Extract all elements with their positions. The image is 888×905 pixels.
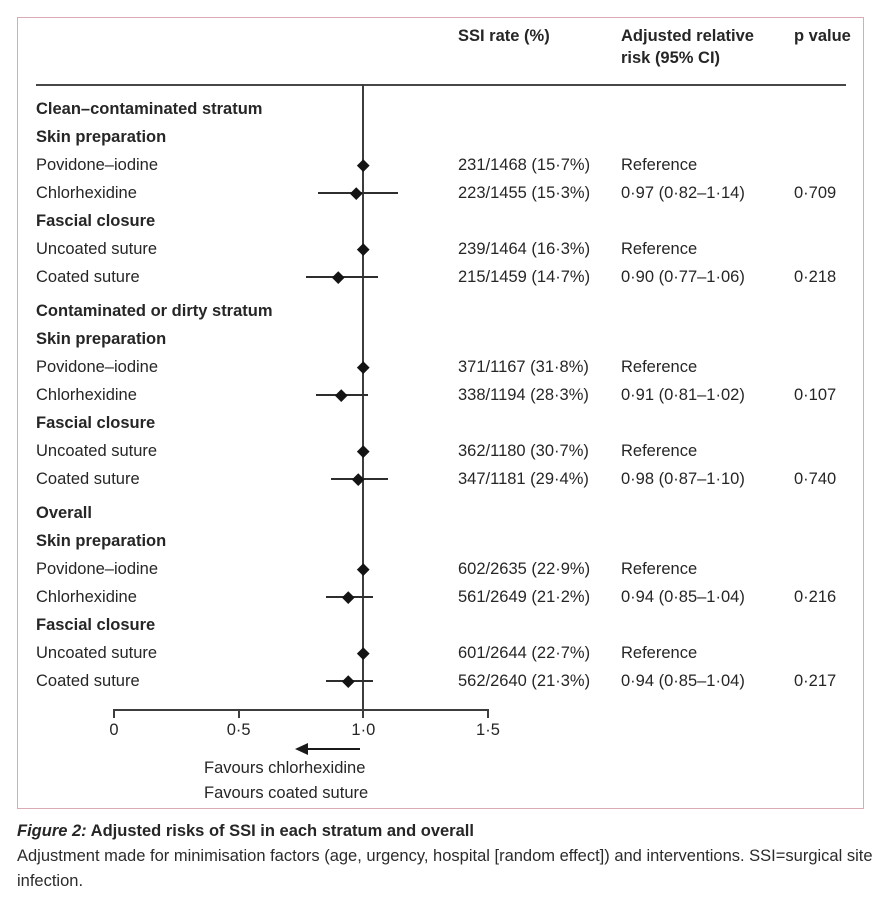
left-arrow-icon bbox=[307, 748, 360, 751]
row-label: Coated suture bbox=[36, 470, 140, 488]
column-header-adjusted-rr: Adjusted relative risk (95% CI) bbox=[621, 27, 754, 67]
cell-p-value: 0·218 bbox=[794, 268, 837, 286]
cell-ssi-rate: 371/1167 (31·8%) bbox=[458, 358, 589, 376]
x-axis-tick bbox=[237, 709, 240, 718]
row-label: Coated suture bbox=[36, 672, 140, 690]
cell-p-value: 0·740 bbox=[794, 470, 837, 488]
point-estimate-diamond bbox=[357, 242, 370, 256]
favours-label-coated-suture: Favours coated suture bbox=[204, 784, 369, 802]
cell-ssi-rate: 223/1455 (15·3%) bbox=[458, 184, 591, 202]
figure-number-label: Figure 2: bbox=[17, 822, 87, 840]
group-label: Overall bbox=[36, 504, 92, 522]
figure-panel: SSI rate (%) Adjusted relative risk (95%… bbox=[17, 17, 864, 809]
cell-adjusted-rr: 0·97 (0·82–1·14) bbox=[621, 184, 745, 202]
column-header-p-value: p value bbox=[794, 27, 851, 45]
x-axis-tick-label: 0 bbox=[109, 721, 119, 739]
figure-caption-note: Adjustment made for minimisation factors… bbox=[17, 847, 873, 890]
row-label: Povidone–iodine bbox=[36, 156, 159, 174]
cell-ssi-rate: 561/2649 (21·2%) bbox=[458, 588, 591, 606]
row-label: Povidone–iodine bbox=[36, 358, 159, 376]
cell-adjusted-rr: Reference bbox=[621, 240, 698, 258]
group-label: Fascial closure bbox=[36, 414, 156, 432]
cell-adjusted-rr: 0·90 (0·77–1·06) bbox=[621, 268, 745, 286]
x-axis-tick-label: 1·5 bbox=[476, 721, 500, 739]
point-estimate-diamond bbox=[334, 388, 347, 402]
cell-adjusted-rr: Reference bbox=[621, 156, 698, 174]
figure-title-text: Adjusted risks of SSI in each stratum an… bbox=[86, 822, 474, 840]
row-label: Uncoated suture bbox=[36, 240, 158, 258]
point-estimate-diamond bbox=[349, 186, 362, 200]
x-axis-tick bbox=[113, 709, 115, 718]
cell-ssi-rate: 239/1464 (16·3%) bbox=[458, 240, 591, 258]
cell-ssi-rate: 338/1194 (28·3%) bbox=[458, 386, 589, 404]
row-label: Uncoated suture bbox=[36, 644, 158, 662]
row-label: Povidone–iodine bbox=[36, 560, 159, 578]
row-label: Coated suture bbox=[36, 268, 140, 286]
x-axis bbox=[114, 709, 488, 711]
group-label: Skin preparation bbox=[36, 330, 167, 348]
point-estimate-diamond bbox=[357, 444, 370, 458]
point-estimate-diamond bbox=[357, 360, 370, 374]
x-axis-tick-label: 1·0 bbox=[351, 721, 376, 739]
point-estimate-diamond bbox=[357, 562, 370, 576]
cell-ssi-rate: 562/2640 (21·3%) bbox=[458, 672, 591, 690]
cell-adjusted-rr: Reference bbox=[621, 442, 698, 460]
point-estimate-diamond bbox=[357, 158, 370, 172]
cell-adjusted-rr: 0·91 (0·81–1·02) bbox=[621, 386, 745, 404]
row-label: Chlorhexidine bbox=[36, 386, 137, 404]
cell-p-value: 0·216 bbox=[794, 588, 837, 606]
figure-caption: Figure 2: Adjusted risks of SSI in each … bbox=[17, 818, 875, 894]
cell-ssi-rate: 601/2644 (22·7%) bbox=[458, 644, 591, 662]
x-axis-tick bbox=[362, 709, 365, 718]
cell-ssi-rate: 215/1459 (14·7%) bbox=[458, 268, 591, 286]
cell-p-value: 0·217 bbox=[794, 672, 837, 690]
figure-caption-title: Figure 2: Adjusted risks of SSI in each … bbox=[17, 818, 875, 844]
header-rule bbox=[36, 84, 846, 87]
cell-adjusted-rr: Reference bbox=[621, 560, 698, 578]
point-estimate-diamond bbox=[342, 590, 355, 604]
group-label: Skin preparation bbox=[36, 532, 167, 550]
cell-adjusted-rr: 0·98 (0·87–1·10) bbox=[621, 470, 745, 488]
x-axis-tick-label: 0·5 bbox=[226, 721, 251, 739]
row-label: Uncoated suture bbox=[36, 442, 158, 460]
x-axis-tick bbox=[486, 709, 489, 718]
point-estimate-diamond bbox=[357, 646, 370, 660]
group-label: Skin preparation bbox=[36, 128, 167, 146]
cell-ssi-rate: 602/2635 (22·9%) bbox=[458, 560, 591, 578]
point-estimate-diamond bbox=[342, 674, 355, 688]
cell-p-value: 0·709 bbox=[794, 184, 837, 202]
group-label: Fascial closure bbox=[36, 212, 156, 230]
cell-ssi-rate: 231/1468 (15·7%) bbox=[458, 156, 591, 174]
group-label: Contaminated or dirty stratum bbox=[36, 302, 273, 320]
row-label: Chlorhexidine bbox=[36, 184, 137, 202]
forest-plot: Clean–contaminated stratum Skin preparati… bbox=[18, 18, 863, 808]
cell-ssi-rate: 362/1180 (30·7%) bbox=[458, 442, 589, 460]
row-label: Chlorhexidine bbox=[36, 588, 137, 606]
cell-ssi-rate: 347/1181 (29·4%) bbox=[458, 470, 589, 488]
point-estimate-diamond bbox=[332, 270, 345, 284]
left-arrow-icon-head bbox=[295, 743, 308, 755]
favours-label-chlorhexidine: Favours chlorhexidine bbox=[204, 759, 366, 777]
reference-line bbox=[362, 84, 365, 711]
group-label: Clean–contaminated stratum bbox=[36, 100, 263, 118]
group-label: Fascial closure bbox=[36, 616, 156, 634]
cell-p-value: 0·107 bbox=[794, 386, 837, 404]
cell-adjusted-rr: 0·94 (0·85–1·04) bbox=[621, 672, 745, 690]
cell-adjusted-rr: Reference bbox=[621, 358, 698, 376]
cell-adjusted-rr: 0·94 (0·85–1·04) bbox=[621, 588, 745, 606]
cell-adjusted-rr: Reference bbox=[621, 644, 698, 662]
column-header-ssi-rate: SSI rate (%) bbox=[458, 27, 550, 45]
